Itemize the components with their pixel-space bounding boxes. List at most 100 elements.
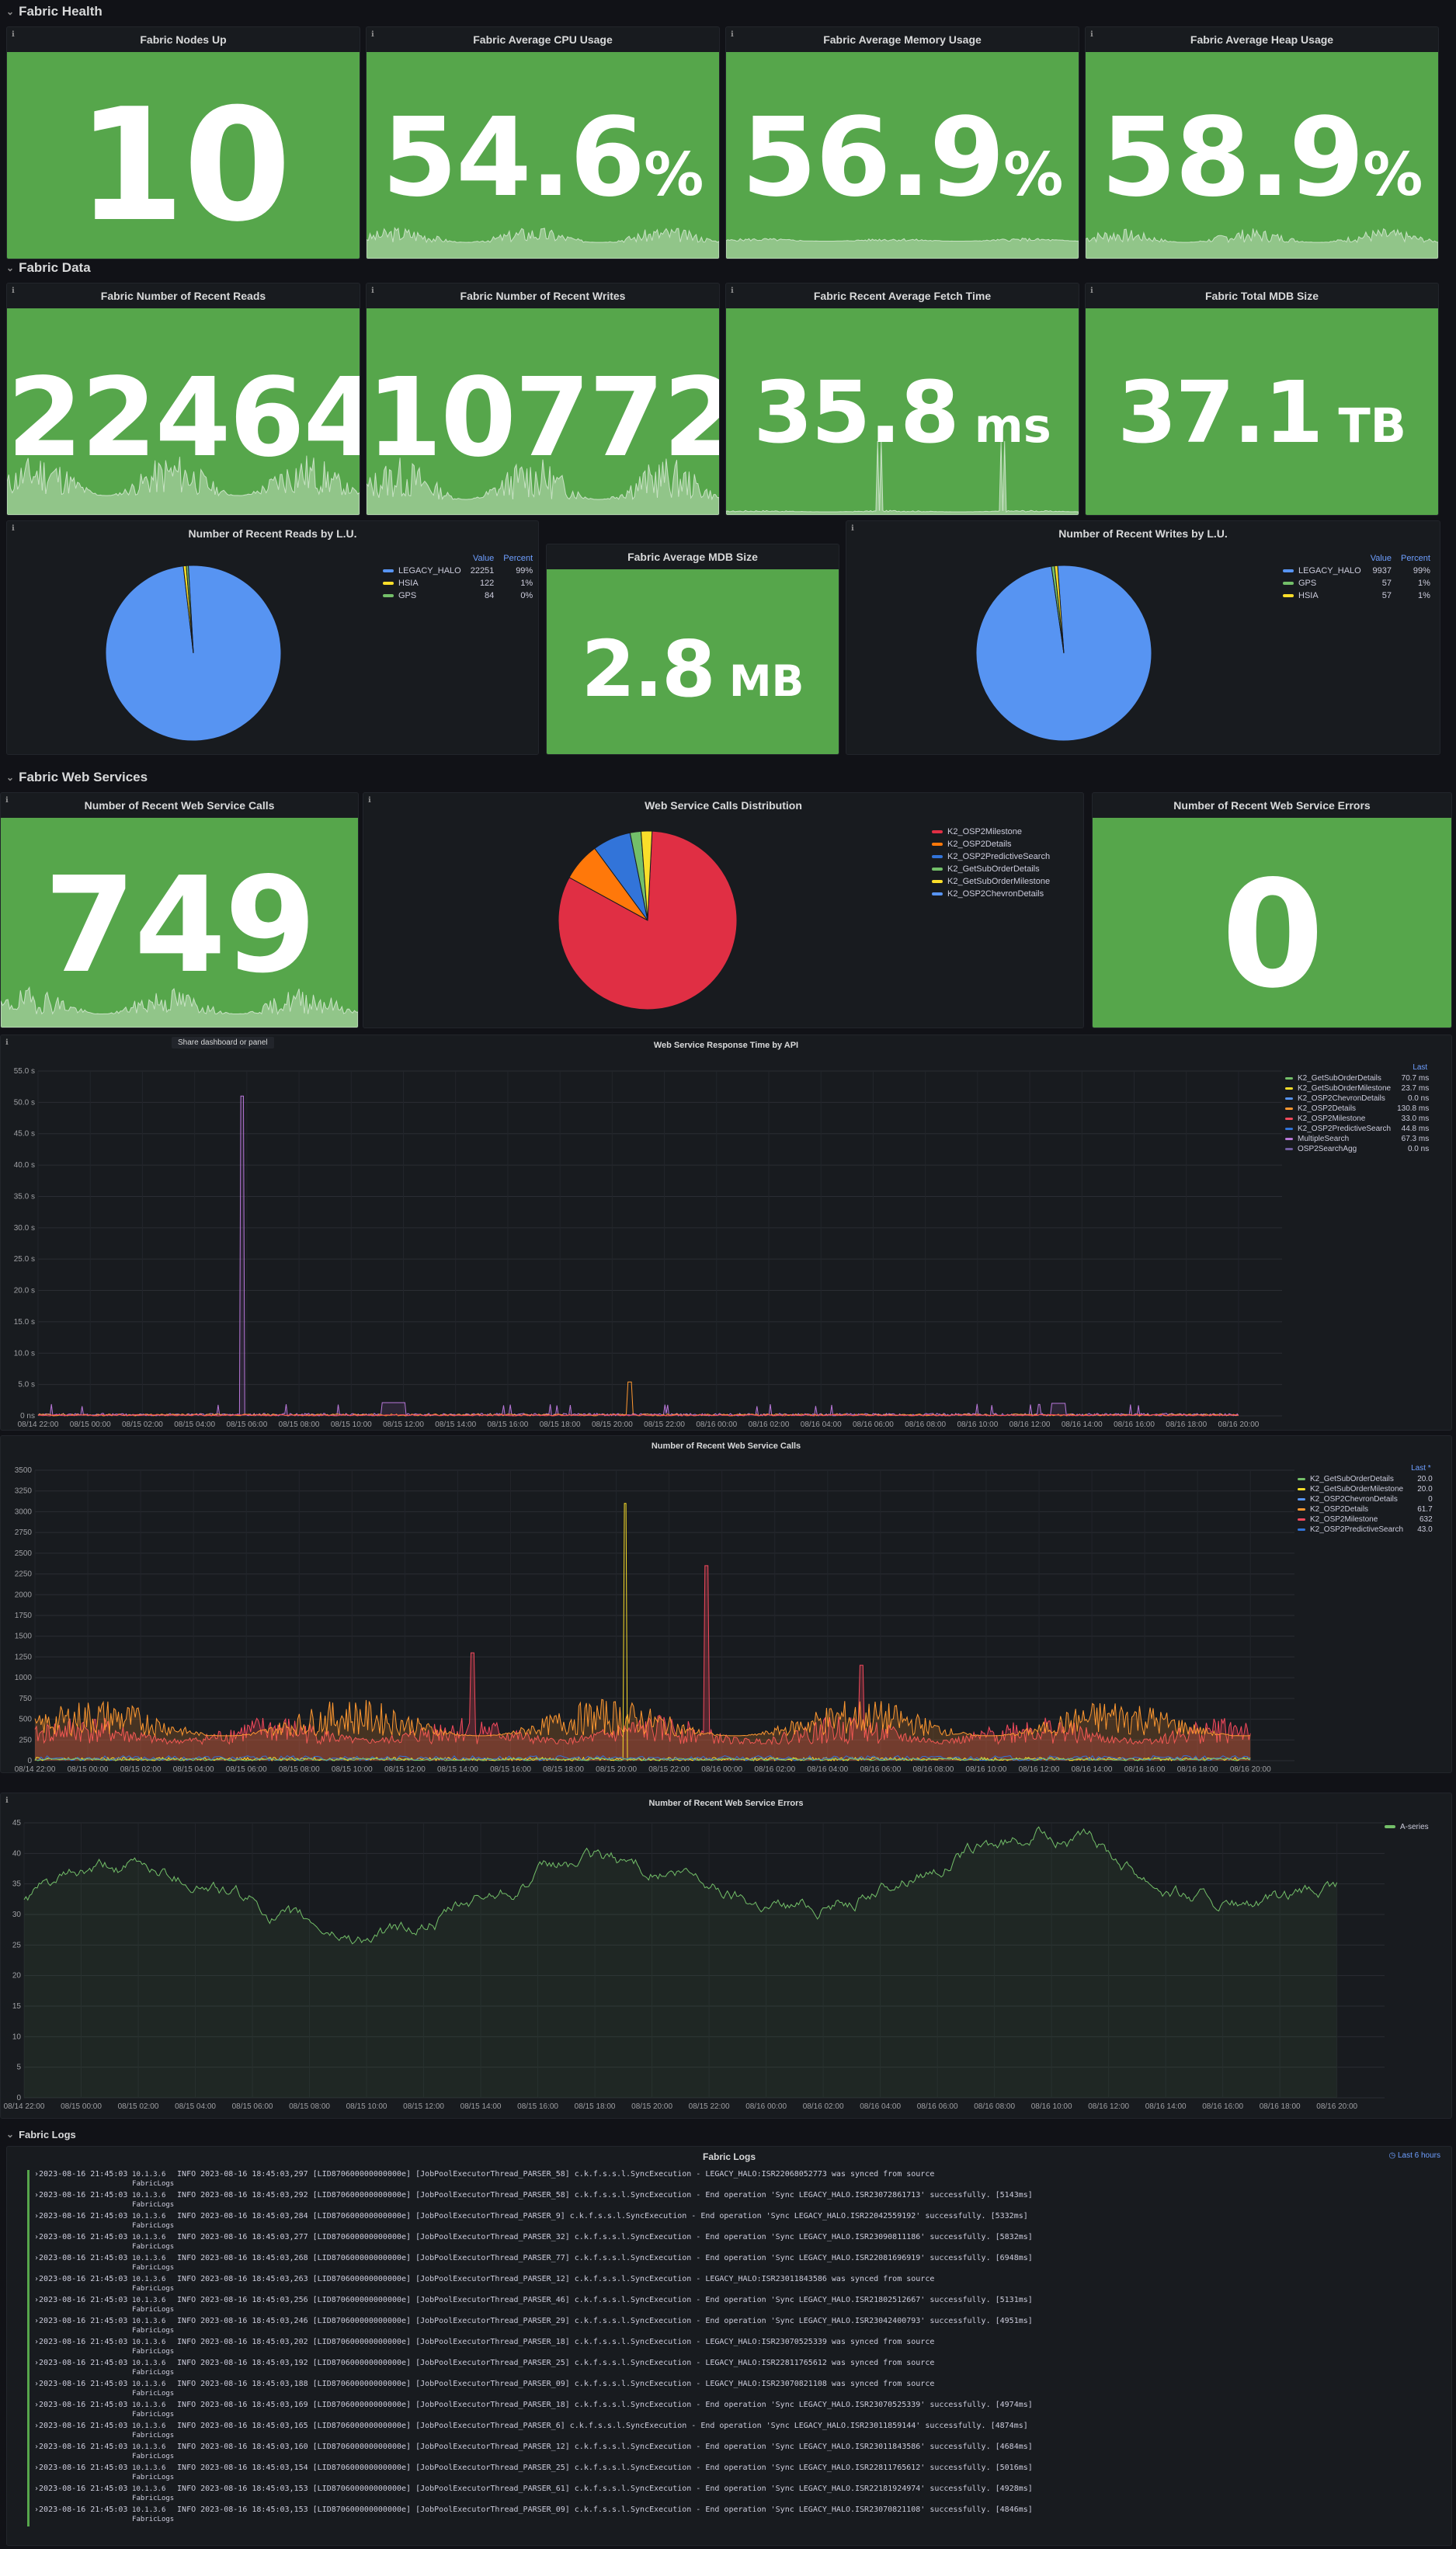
log-line[interactable]: › 2023-08-16 21:45:03 10.1.3.6 FabricLogs I…: [27, 2464, 1451, 2485]
series-line-k2-getsuborderdetails[interactable]: [34, 1758, 1251, 1761]
log-line[interactable]: › 2023-08-16 21:45:03 10.1.3.6 FabricLogs I…: [27, 2254, 1451, 2275]
info-icon[interactable]: ℹ: [371, 287, 374, 295]
pie-slice-k2-getsubordermilestone[interactable]: [640, 830, 653, 921]
chevron-right-icon[interactable]: ›: [34, 2296, 40, 2304]
series-line-multiplesearch[interactable]: [37, 1095, 1239, 1417]
log-line[interactable]: › 2023-08-16 21:45:03 10.1.3.6 FabricLogs I…: [27, 2338, 1451, 2359]
panel-recent-reads[interactable]: ℹ Fabric Number of Recent Reads 22464: [6, 283, 360, 516]
panel-fabric-logs[interactable]: Fabric Logs ◷ Last 6 hours › 2023-08-16 …: [6, 2146, 1452, 2546]
chevron-right-icon[interactable]: ›: [34, 2359, 40, 2367]
log-line[interactable]: › 2023-08-16 21:45:03 10.1.3.6 FabricLogs I…: [27, 2212, 1451, 2233]
log-line[interactable]: › 2023-08-16 21:45:03 10.1.3.6 FabricLogs I…: [27, 2422, 1451, 2443]
panel-memory-usage[interactable]: ℹ Fabric Average Memory Usage 56.9%: [725, 26, 1079, 259]
series-line-k2-osp2milestone[interactable]: [37, 1414, 1239, 1417]
legend-item[interactable]: LEGACY_HALO 22251 99%: [378, 565, 537, 577]
panel-ws-calls[interactable]: ℹ Number of Recent Web Service Calls 749: [0, 792, 359, 1028]
chevron-right-icon[interactable]: ›: [34, 2401, 40, 2409]
legend-item[interactable]: GPS 57 1%: [1278, 577, 1435, 589]
series-line-k2-osp2milestone[interactable]: [34, 1565, 1251, 1746]
legend-column-header[interactable]: Percent: [1401, 554, 1430, 563]
panel-total-mdb[interactable]: ℹ Fabric Total MDB Size 37.1 TB: [1085, 283, 1439, 516]
log-line[interactable]: › 2023-08-16 21:45:03 10.1.3.6 FabricLogs I…: [27, 2380, 1451, 2401]
legend-item[interactable]: K2_OSP2Milestone 632: [1294, 1514, 1436, 1525]
chevron-right-icon[interactable]: ›: [34, 2485, 40, 2493]
legend-item[interactable]: K2_OSP2PredictiveSearch 44.8 ms: [1282, 1124, 1432, 1134]
legend-item[interactable]: K2_OSP2Details 7%: [927, 838, 1083, 850]
panel-avg-mdb[interactable]: Fabric Average MDB Size 2.8 MB: [546, 544, 839, 755]
legend-item[interactable]: K2_GetSubOrderMilestone 20.0: [1294, 1484, 1436, 1494]
chevron-right-icon[interactable]: ›: [34, 2464, 40, 2472]
time-range-picker[interactable]: ◷ Last 6 hours: [1388, 2151, 1440, 2160]
legend-item[interactable]: HSIA 57 1%: [1278, 589, 1435, 602]
panel-ws-calls-timeseries[interactable]: Number of Recent Web Service Calls 0 250 5…: [0, 1435, 1452, 1773]
legend-item[interactable]: K2_GetSubOrderDetails 70.7 ms: [1282, 1073, 1432, 1083]
chevron-right-icon[interactable]: ›: [34, 2317, 40, 2325]
log-line[interactable]: › 2023-08-16 21:45:03 10.1.3.6 FabricLogs I…: [27, 2401, 1451, 2422]
log-line[interactable]: › 2023-08-16 21:45:03 10.1.3.6 FabricLogs I…: [27, 2275, 1451, 2296]
legend-item[interactable]: K2_GetSubOrderMilestone 23.7 ms: [1282, 1083, 1432, 1094]
info-icon[interactable]: ℹ: [368, 796, 371, 805]
chevron-right-icon[interactable]: ›: [34, 2233, 40, 2241]
info-icon[interactable]: ℹ: [1090, 30, 1093, 39]
legend-item[interactable]: GPS 84 0%: [378, 589, 537, 602]
info-icon[interactable]: ℹ: [371, 30, 374, 39]
log-line[interactable]: › 2023-08-16 21:45:03 10.1.3.6 FabricLogs I…: [27, 2485, 1451, 2506]
panel-ws-errors-timeseries[interactable]: ℹ Number of Recent Web Service Errors 0 5…: [0, 1793, 1452, 2119]
legend-item[interactable]: K2_OSP2ChevronDetails 0.0 ns: [1282, 1094, 1432, 1104]
legend-item[interactable]: OSP2SearchAgg 0.0 ns: [1282, 1144, 1432, 1154]
log-line[interactable]: › 2023-08-16 21:45:03 10.1.3.6 FabricLogs I…: [27, 2317, 1451, 2338]
legend-item[interactable]: K2_OSP2Milestone 33.0 ms: [1282, 1114, 1432, 1124]
info-icon[interactable]: ℹ: [12, 30, 15, 39]
legend-item[interactable]: K2_OSP2PredictiveSearch 43.0: [1294, 1525, 1436, 1535]
pie-slice-hsia[interactable]: [1054, 565, 1065, 654]
series-line-k2-osp2details[interactable]: [34, 1699, 1251, 1737]
panel-fetch-time[interactable]: ℹ Fabric Recent Average Fetch Time 35.8 …: [725, 283, 1079, 516]
chevron-right-icon[interactable]: ›: [34, 2380, 40, 2388]
log-line[interactable]: › 2023-08-16 21:45:03 10.1.3.6 FabricLogs I…: [27, 2443, 1451, 2464]
info-icon[interactable]: ℹ: [731, 287, 734, 295]
chevron-right-icon[interactable]: ›: [34, 2170, 40, 2179]
chevron-right-icon[interactable]: ›: [34, 2191, 40, 2200]
legend-column-header[interactable]: Last: [1413, 1063, 1428, 1072]
log-line[interactable]: › 2023-08-16 21:45:03 10.1.3.6 FabricLogs I…: [27, 2296, 1451, 2317]
legend-column-header[interactable]: Value: [472, 554, 495, 563]
info-icon[interactable]: ℹ: [1090, 287, 1093, 295]
chevron-right-icon[interactable]: ›: [34, 2254, 40, 2262]
panel-ws-distribution[interactable]: ℹ Web Service Calls Distribution K2_OSP2…: [363, 792, 1084, 1028]
pie-slice-legacy-halo[interactable]: [105, 565, 282, 742]
row-fabric-web-services[interactable]: ⌄ Fabric Web Services: [0, 766, 148, 789]
chevron-right-icon[interactable]: ›: [34, 2506, 40, 2514]
pie-slice-gps[interactable]: [186, 565, 194, 654]
info-icon[interactable]: ℹ: [5, 1038, 9, 1047]
panel-reads-by-lu[interactable]: ℹ Number of Recent Reads by L.U. Value Pe…: [6, 520, 539, 755]
chevron-right-icon[interactable]: ›: [34, 2443, 40, 2451]
log-line[interactable]: › 2023-08-16 21:45:03 10.1.3.6 FabricLogs I…: [27, 2191, 1451, 2212]
legend-item[interactable]: K2_OSP2PredictiveSearch 7%: [927, 850, 1083, 863]
panel-writes-by-lu[interactable]: ℹ Number of Recent Writes by L.U. Value P…: [846, 520, 1440, 755]
legend-item[interactable]: K2_GetSubOrderDetails 2%: [927, 863, 1083, 875]
log-line[interactable]: › 2023-08-16 21:45:03 10.1.3.6 FabricLogs I…: [27, 2359, 1451, 2380]
row-fabric-logs[interactable]: ⌄ Fabric Logs: [0, 2123, 76, 2146]
panel-heap-usage[interactable]: ℹ Fabric Average Heap Usage 58.9%: [1085, 26, 1439, 259]
chevron-right-icon[interactable]: ›: [34, 2212, 40, 2220]
legend-item[interactable]: K2_OSP2ChevronDetails 0: [1294, 1494, 1436, 1504]
panel-nodes-up[interactable]: ℹ Fabric Nodes Up 10: [6, 26, 360, 259]
legend-item[interactable]: K2_GetSubOrderDetails 20.0: [1294, 1474, 1436, 1484]
info-icon[interactable]: ℹ: [12, 287, 15, 295]
legend-item[interactable]: K2_OSP2ChevronDetails 0%: [927, 888, 1083, 900]
legend-column-header[interactable]: Value: [1370, 554, 1392, 563]
log-line[interactable]: › 2023-08-16 21:45:03 10.1.3.6 FabricLogs I…: [27, 2170, 1451, 2191]
chevron-right-icon[interactable]: ›: [34, 2422, 40, 2430]
legend-column-header[interactable]: Percent: [503, 554, 533, 563]
legend-item[interactable]: K2_GetSubOrderMilestone 2%: [927, 875, 1083, 888]
log-list[interactable]: › 2023-08-16 21:45:03 10.1.3.6 FabricLogs I…: [7, 2170, 1451, 2526]
legend-item[interactable]: K2_OSP2Milestone 83%: [927, 826, 1083, 838]
chevron-right-icon[interactable]: ›: [34, 2275, 40, 2283]
row-fabric-health[interactable]: ⌄ Fabric Health: [0, 0, 103, 23]
row-fabric-data[interactable]: ⌄ Fabric Data: [0, 256, 91, 280]
log-line[interactable]: › 2023-08-16 21:45:03 10.1.3.6 FabricLogs I…: [27, 2233, 1451, 2254]
legend-item[interactable]: K2_OSP2Details 61.7: [1294, 1504, 1436, 1514]
log-line[interactable]: › 2023-08-16 21:45:03 10.1.3.6 FabricLogs I…: [27, 2506, 1451, 2526]
legend-item[interactable]: HSIA 122 1%: [378, 577, 537, 589]
legend-item[interactable]: LEGACY_HALO 9937 99%: [1278, 565, 1435, 577]
